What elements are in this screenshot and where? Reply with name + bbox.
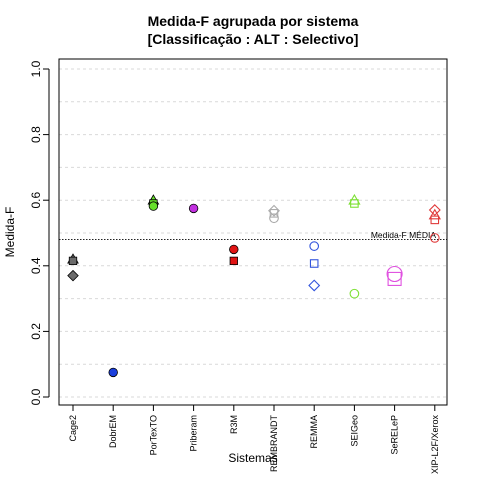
x-tick-label: SeRELeP	[390, 415, 400, 455]
y-tick-label: 0.0	[29, 388, 43, 405]
y-tick-label: 1.0	[29, 60, 43, 77]
data-point-circle	[309, 241, 320, 251]
x-tick-label: Priberam	[189, 415, 199, 452]
x-tick-label: REMMA	[309, 415, 319, 449]
reference-line-group: Medida-F MÉDIA	[59, 230, 447, 241]
data-point-diamond	[268, 204, 280, 217]
data-point-square	[430, 215, 440, 225]
x-axis-label: Sistemas	[228, 451, 277, 465]
x-axis: Cage2 DobrEM PorTexTO Priberam R3M REMBRANDT R…	[68, 404, 440, 475]
chart-title-line1: Medida-F agrupada por sistema	[148, 13, 359, 29]
y-axis: 0.0 0.2 0.4 0.6 0.8 1.0	[29, 60, 50, 405]
data-point-diamond	[308, 279, 321, 292]
x-tick-label: XIP-L2F/Xerox	[430, 415, 440, 475]
y-tick-label: 0.6	[29, 192, 43, 209]
data-point-circle	[188, 203, 199, 214]
data-point-square	[387, 271, 402, 286]
data-point-square	[269, 209, 279, 218]
data-point-circle	[229, 244, 239, 255]
x-tick-label: R3M	[229, 415, 239, 434]
x-tick-label: DobrEM	[108, 415, 118, 448]
data-point-square	[309, 259, 319, 268]
grid	[59, 68, 447, 398]
data-point-circle	[108, 367, 118, 378]
data-point-square	[68, 256, 78, 266]
data-point-circle	[269, 213, 279, 224]
data-point-circle	[349, 288, 360, 299]
chart-title-line2: [Classificação : ALT : Selectivo]	[148, 31, 359, 47]
data-point-circle	[429, 233, 440, 243]
data-point-circle	[148, 201, 159, 211]
data-point-triangle	[428, 208, 441, 220]
data-point-circle	[386, 265, 403, 283]
x-tick-label: SEIGeo	[349, 415, 359, 447]
data-point-square	[350, 199, 359, 208]
data-points	[67, 193, 441, 378]
x-tick-label: REMBRANDT	[269, 415, 279, 473]
data-point-square	[229, 256, 238, 266]
y-axis-label: Medida-F	[3, 207, 17, 258]
y-tick-label: 0.4	[29, 257, 43, 274]
data-point-diamond	[428, 204, 441, 217]
data-point-diamond	[67, 269, 79, 282]
reference-line-label: Medida-F MÉDIA	[371, 230, 437, 240]
y-tick-label: 0.2	[29, 323, 43, 340]
y-tick-label: 0.8	[29, 126, 43, 143]
x-tick-label: Cage2	[68, 415, 78, 442]
x-tick-label: PorTexTO	[148, 415, 158, 455]
